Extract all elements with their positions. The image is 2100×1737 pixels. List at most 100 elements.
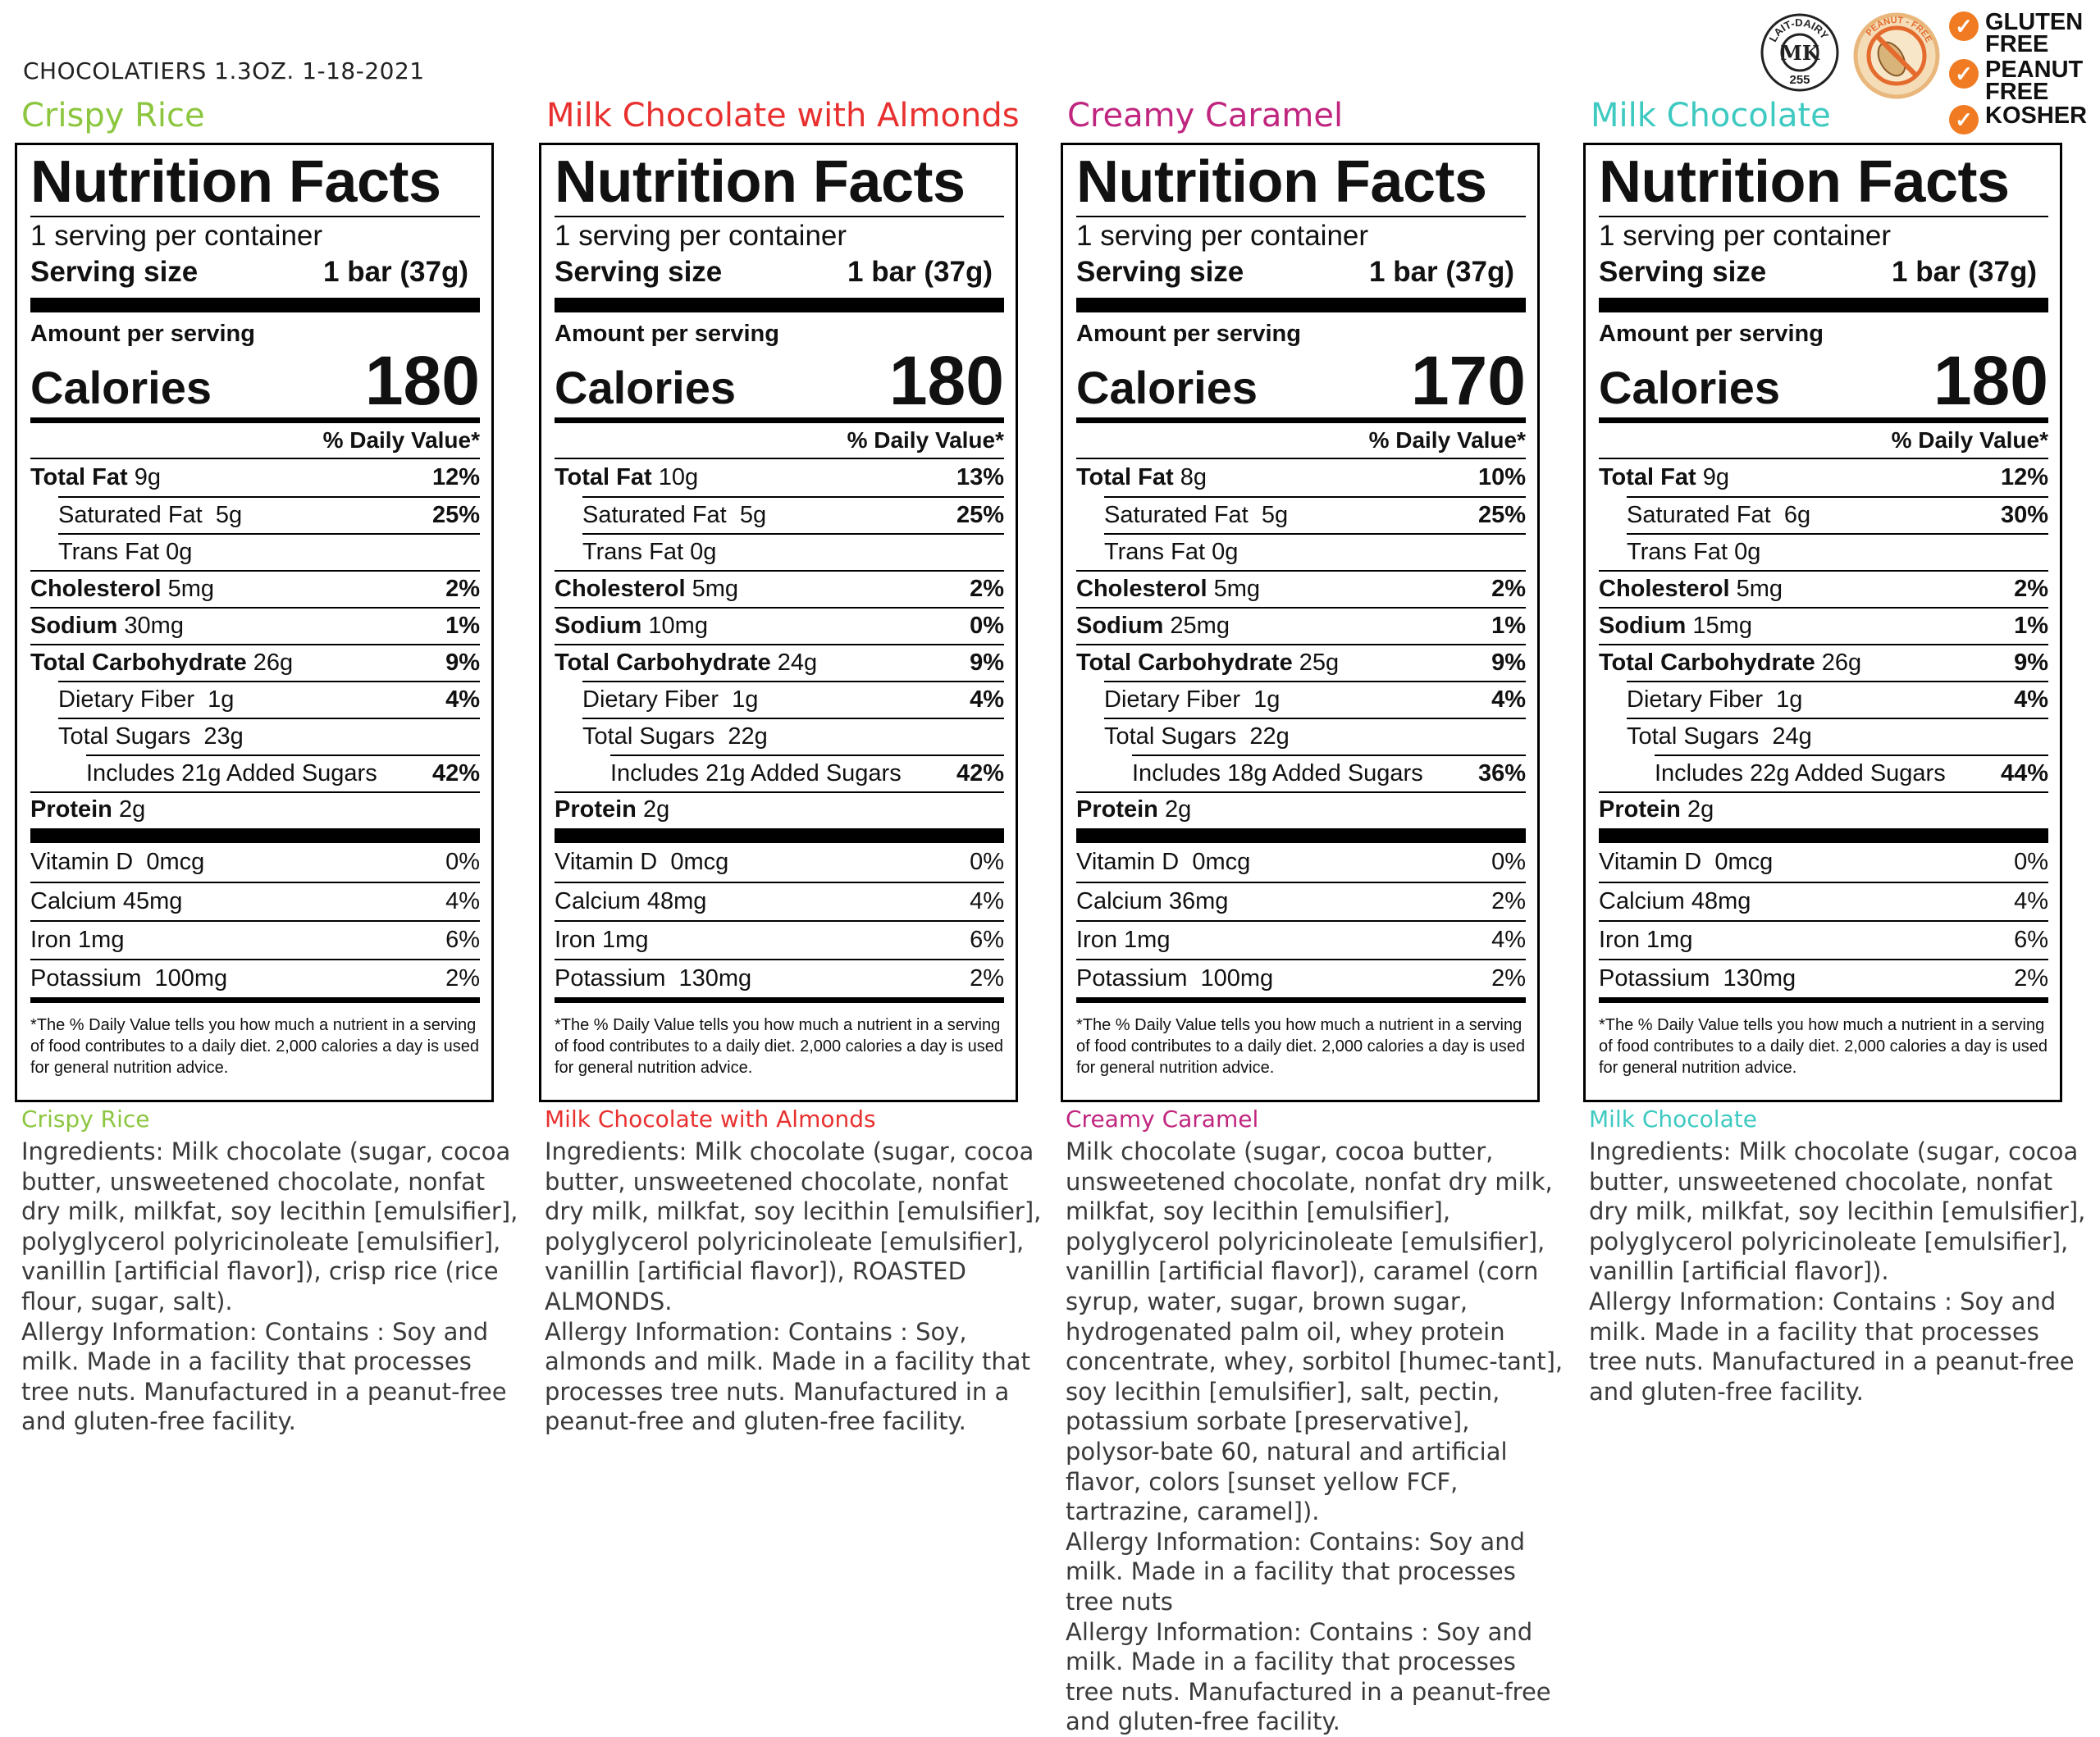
total-sugars-row: Total Sugars 22g xyxy=(582,718,1004,755)
nutrition-facts-heading: Nutrition Facts xyxy=(30,149,441,215)
peanut-free-badge: ✓ PEANUT FREE xyxy=(1949,57,2100,105)
calories-row: Calories 180 xyxy=(1599,346,2048,415)
added-sugars-row: Includes 18g Added Sugars 36% xyxy=(1132,755,1526,791)
calcium-row: Calcium 48mg 4% xyxy=(555,882,1004,920)
daily-value-header: % Daily Value* xyxy=(1891,427,2048,453)
nutrition-facts-panel: Nutrition Facts 1 serving per container … xyxy=(539,143,1018,1102)
sodium-row: Sodium 25mg 1% xyxy=(1076,607,1526,644)
gluten-free-label: GLUTEN FREE xyxy=(1985,9,2084,57)
product-title: Creamy Caramel xyxy=(1067,97,1344,134)
saturated-fat-row: Saturated Fat 5g 25% xyxy=(582,496,1004,533)
servings-per-container: 1 serving per container xyxy=(555,220,847,252)
calories-row: Calories 170 xyxy=(1076,342,1526,419)
ingredients-paragraph: Ingredients: Milk chocolate (sugar, coco… xyxy=(545,1137,1042,1315)
kosher-badge: ✓ KOSHER xyxy=(1949,103,2088,134)
serving-size-value: 1 bar (37g) xyxy=(323,256,468,288)
amount-per-serving: Amount per serving xyxy=(555,321,779,347)
servings-per-container: 1 serving per container xyxy=(30,220,323,252)
peanut-free-seal-icon: PEANUT - FREE xyxy=(1853,12,1940,99)
product-title: Milk Chocolate xyxy=(1591,97,1831,134)
vitamin-d-row: Vitamin D 0mcg 0% xyxy=(1599,849,2048,875)
calcium-row: Calcium 36mg 2% xyxy=(1076,882,1526,920)
iron-row: Iron 1mg 6% xyxy=(1599,920,2048,959)
document-header: CHOCOLATIERS 1.3OZ. 1-18-2021 xyxy=(23,57,425,84)
ingredients-paragraph: Milk chocolate (sugar, cocoa butter, uns… xyxy=(1066,1137,1564,1526)
potassium-row: Potassium 100mg 2% xyxy=(30,959,480,1003)
sodium-row: Sodium 30mg 1% xyxy=(30,607,480,644)
saturated-fat-row: Saturated Fat 5g 25% xyxy=(58,496,480,533)
protein-row: Protein 2g xyxy=(1599,791,2048,843)
svg-text:MK: MK xyxy=(1780,41,1820,65)
servings-per-container: 1 serving per container xyxy=(1076,220,1369,252)
daily-value-header: % Daily Value* xyxy=(847,427,1004,453)
calories-value: 170 xyxy=(1410,342,1526,419)
cholesterol-row: Cholesterol 5mg 2% xyxy=(555,570,1004,607)
product-title: Crispy Rice xyxy=(21,97,205,134)
ingredients-block: Ingredients: Milk chocolate (sugar, coco… xyxy=(1589,1137,2091,1406)
daily-value-footnote: *The % Daily Value tells you how much a … xyxy=(555,1016,1004,1077)
amount-per-serving: Amount per serving xyxy=(30,321,255,347)
ingredients-paragraph: Allergy Information: Contains : Soy, alm… xyxy=(545,1317,1030,1436)
total-carbohydrate-row: Total Carbohydrate 25g 9% xyxy=(1076,644,1526,681)
total-fat-row: Total Fat 8g 10% xyxy=(1076,464,1526,490)
daily-value-footnote: *The % Daily Value tells you how much a … xyxy=(30,1016,480,1077)
ingredients-paragraph: Ingredients: Milk chocolate (sugar, coco… xyxy=(21,1137,518,1315)
nutrition-facts-panel: Nutrition Facts 1 serving per container … xyxy=(1583,143,2062,1102)
cholesterol-row: Cholesterol 5mg 2% xyxy=(30,570,480,607)
serving-size-row: Serving size 1 bar (37g) xyxy=(555,253,1004,291)
protein-row: Protein 2g xyxy=(30,791,480,843)
dietary-fiber-row: Dietary Fiber 1g 4% xyxy=(582,681,1004,718)
amount-per-serving: Amount per serving xyxy=(1076,321,1301,347)
serving-size-row: Serving size 1 bar (37g) xyxy=(1599,253,2048,291)
serving-size-label: Serving size xyxy=(1599,256,1767,288)
ingredients-product-title: Milk Chocolate xyxy=(1589,1106,1757,1133)
daily-value-footnote: *The % Daily Value tells you how much a … xyxy=(1076,1016,1526,1077)
ingredients-paragraph: Allergy Information: Contains : Soy and … xyxy=(1589,1287,2075,1406)
potassium-row: Potassium 130mg 2% xyxy=(555,959,1004,1003)
vitamin-d-row: Vitamin D 0mcg 0% xyxy=(30,849,480,875)
vitamin-d-row: Vitamin D 0mcg 0% xyxy=(1076,849,1526,875)
cholesterol-row: Cholesterol 5mg 2% xyxy=(1599,570,2048,607)
nutrition-facts-panel: Nutrition Facts 1 serving per container … xyxy=(1061,143,1540,1102)
svg-text:255: 255 xyxy=(1789,73,1810,87)
trans-fat-row: Trans Fat 0g xyxy=(1104,533,1526,570)
saturated-fat-row: Saturated Fat 5g 25% xyxy=(1104,496,1526,533)
nutrition-facts-heading: Nutrition Facts xyxy=(1599,149,2010,215)
daily-value-header: % Daily Value* xyxy=(1368,427,1526,453)
total-fat-row: Total Fat 9g 12% xyxy=(1599,464,2048,490)
check-icon: ✓ xyxy=(1949,11,1979,41)
ingredients-paragraph: Ingredients: Milk chocolate (sugar, coco… xyxy=(1589,1137,2086,1286)
calories-label: Calories xyxy=(555,362,736,413)
sodium-row: Sodium 10mg 0% xyxy=(555,607,1004,644)
ingredients-product-title: Milk Chocolate with Almonds xyxy=(545,1106,876,1133)
calories-row: Calories 180 xyxy=(30,346,480,415)
serving-size-row: Serving size 1 bar (37g) xyxy=(1076,253,1526,291)
total-fat-row: Total Fat 9g 12% xyxy=(30,464,480,490)
daily-value-footnote: *The % Daily Value tells you how much a … xyxy=(1599,1016,2048,1077)
trans-fat-row: Trans Fat 0g xyxy=(1627,533,2048,570)
ingredients-paragraph: Allergy Information: Contains : Soy and … xyxy=(1066,1617,1551,1736)
servings-per-container: 1 serving per container xyxy=(1599,220,1892,252)
added-sugars-row: Includes 22g Added Sugars 44% xyxy=(1655,755,2048,791)
ingredients-product-title: Crispy Rice xyxy=(21,1106,150,1133)
total-sugars-row: Total Sugars 22g xyxy=(1104,718,1526,755)
ingredients-paragraph: Allergy Information: Contains: Soy and m… xyxy=(1066,1527,1525,1616)
serving-size-label: Serving size xyxy=(1076,256,1244,288)
ingredients-product-title: Creamy Caramel xyxy=(1066,1106,1259,1133)
potassium-row: Potassium 130mg 2% xyxy=(1599,959,2048,1003)
ingredients-block: Ingredients: Milk chocolate (sugar, coco… xyxy=(545,1137,1047,1437)
total-carbohydrate-row: Total Carbohydrate 24g 9% xyxy=(555,644,1004,681)
kosher-label: KOSHER xyxy=(1985,103,2088,129)
total-carbohydrate-row: Total Carbohydrate 26g 9% xyxy=(1599,644,2048,681)
dietary-fiber-row: Dietary Fiber 1g 4% xyxy=(1627,681,2048,718)
daily-value-header: % Daily Value* xyxy=(322,427,480,453)
peanut-free-label: PEANUT FREE xyxy=(1985,57,2084,105)
sodium-row: Sodium 15mg 1% xyxy=(1599,607,2048,644)
cholesterol-row: Cholesterol 5mg 2% xyxy=(1076,570,1526,607)
nutrition-facts-heading: Nutrition Facts xyxy=(555,149,966,215)
saturated-fat-row: Saturated Fat 6g 30% xyxy=(1627,496,2048,533)
protein-row: Protein 2g xyxy=(555,791,1004,843)
serving-size-label: Serving size xyxy=(555,256,723,288)
potassium-row: Potassium 100mg 2% xyxy=(1076,959,1526,1003)
dietary-fiber-row: Dietary Fiber 1g 4% xyxy=(58,681,480,718)
